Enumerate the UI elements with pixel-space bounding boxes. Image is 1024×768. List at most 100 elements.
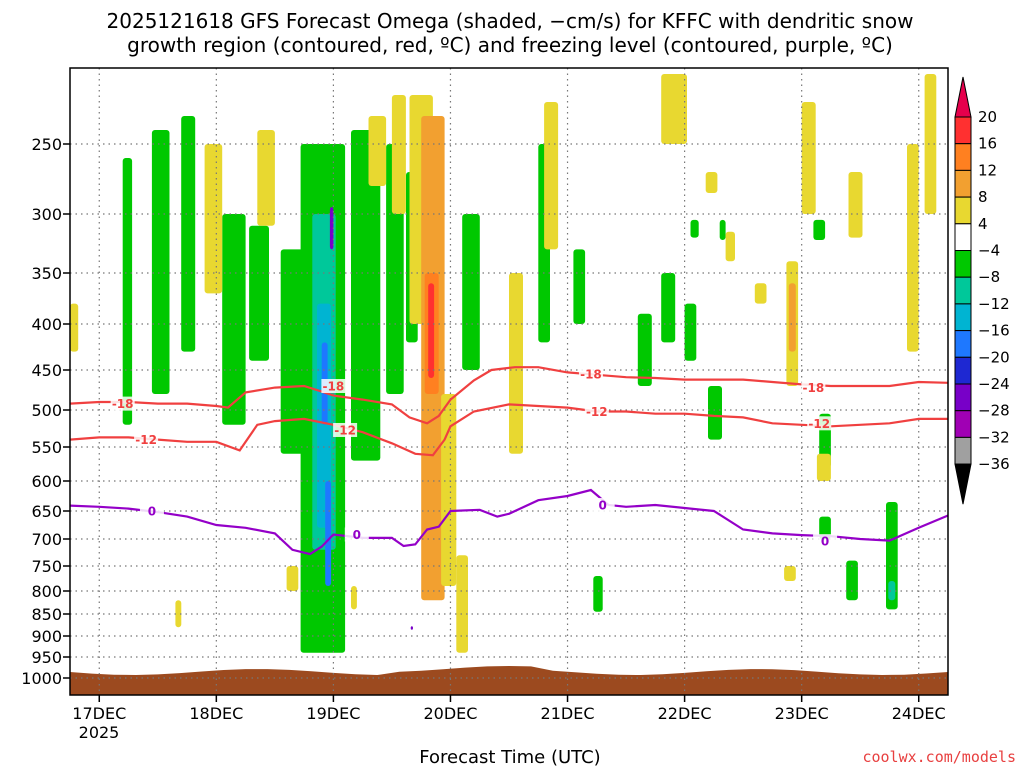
omega-shading <box>70 74 937 653</box>
colorbar-swatch-7 <box>954 276 972 305</box>
colorbar-label: −16 <box>978 322 1010 340</box>
omega-cell-54 <box>907 144 919 352</box>
colorbar-swatch-1 <box>954 116 972 145</box>
contour-label-bg <box>590 498 615 512</box>
contour-label--12: -12 <box>135 433 157 447</box>
omega-cell-48 <box>801 102 816 214</box>
y-tick-label-1000: 1000 <box>21 669 62 688</box>
colorbar-swatch-12 <box>954 410 972 438</box>
omega-cell-59 <box>410 626 413 630</box>
y-tick-label-250: 250 <box>31 135 62 154</box>
x-axis: 17DEC 18DEC 19DEC 20DEC 21DEC 22DEC 23DEC 24DEC <box>72 695 946 723</box>
contour-label-0: 0 <box>353 528 361 542</box>
omega-cell-24 <box>813 219 826 240</box>
omega-cell-23 <box>719 219 726 240</box>
y-axis: 250 300 350 400 450 500 550 600 650 700 750 800 850 9… <box>21 135 70 688</box>
colorbar-label: −32 <box>978 428 1010 446</box>
colorbar-swatch-13 <box>954 436 972 465</box>
chart-title-line-1: 2025121618 GFS Forecast Omega (shaded, −… <box>107 9 914 33</box>
omega-cell-12 <box>351 130 381 461</box>
colorbar-label: 16 <box>978 135 997 153</box>
omega-cell-56 <box>175 600 182 628</box>
colorbar-label: 12 <box>978 161 997 179</box>
contour-label-bg <box>578 367 603 381</box>
omega-cell-10 <box>325 481 332 586</box>
omega-cell-26 <box>819 516 831 539</box>
contour-label--18: -18 <box>580 368 602 382</box>
colorbar-swatch-5 <box>954 223 972 252</box>
y-tick-label-900: 900 <box>31 627 62 646</box>
omega-cell-44 <box>661 74 687 144</box>
y-tick-label-400: 400 <box>31 315 62 334</box>
contour--12 <box>69 403 948 457</box>
omega-cell-35 <box>391 95 406 214</box>
omega-cell-31 <box>70 303 79 352</box>
colorbar-label: 20 <box>978 108 997 126</box>
omega-cell-32 <box>204 144 223 294</box>
omega-cell-0 <box>122 158 133 425</box>
x-tick-label-17DEC: 17DEC <box>72 704 126 723</box>
omega-cell-4 <box>249 225 269 361</box>
omega-cell-18 <box>661 273 676 343</box>
contour-label-bg <box>139 504 164 518</box>
y-tick-label-350: 350 <box>31 264 62 283</box>
omega-cell-50 <box>788 283 796 352</box>
y-tick-label-500: 500 <box>31 401 62 420</box>
contour-0 <box>69 488 949 556</box>
contour-label--12: -12 <box>334 423 356 437</box>
contour-label-bg <box>321 379 346 393</box>
y-tick-label-550: 550 <box>31 438 62 457</box>
x-tick-label-22DEC: 22DEC <box>658 704 712 723</box>
contour-label--18: -18 <box>112 397 134 411</box>
contour-label-bg <box>344 527 369 542</box>
x-tick-label-21DEC: 21DEC <box>541 704 595 723</box>
omega-cell-47 <box>754 283 767 304</box>
omega-cell-27 <box>846 560 858 601</box>
contour--18 <box>69 366 949 425</box>
colorbar-label: 4 <box>978 215 988 233</box>
omega-cell-3 <box>222 214 246 425</box>
contour-label-0: 0 <box>148 505 156 519</box>
omega-cell-21 <box>708 386 722 440</box>
y-tick-label-650: 650 <box>31 502 62 521</box>
omega-cell-39 <box>428 283 435 378</box>
contour-label--12: -12 <box>586 405 608 419</box>
contour-label-bg <box>333 422 358 437</box>
contour-label-bg <box>134 432 159 447</box>
omega-cell-43 <box>544 102 559 250</box>
colorbar-bottom-arrow <box>954 463 972 505</box>
omega-cell-2 <box>181 116 196 352</box>
omega-cell-29 <box>888 581 896 601</box>
colorbar-top-arrow <box>954 76 972 118</box>
colorbar-label: −36 <box>978 455 1010 473</box>
x-year-label: 2025 <box>79 723 120 742</box>
omega-cell-41 <box>456 555 468 653</box>
x-tick-label-23DEC: 23DEC <box>775 704 829 723</box>
contour-label-bg <box>813 534 838 549</box>
contour-label-bg <box>801 380 826 395</box>
omega-cell-55 <box>924 74 937 214</box>
x-tick-label-20DEC: 20DEC <box>423 704 477 723</box>
plot-frame <box>69 67 949 696</box>
omega-cell-5 <box>280 249 305 454</box>
omega-cell-57 <box>286 566 299 591</box>
ground-area <box>70 666 948 695</box>
contour-label-bg <box>110 396 135 411</box>
omega-cell-58 <box>351 586 357 610</box>
omega-cell-46 <box>725 231 735 262</box>
x-tick-label-24DEC: 24DEC <box>892 704 946 723</box>
colorbar-label: 8 <box>978 188 988 206</box>
colorbar-swatch-10 <box>954 356 972 385</box>
ground-fill <box>70 666 948 695</box>
y-tick-label-600: 600 <box>31 472 62 491</box>
grid-lines <box>70 68 948 695</box>
y-tick-label-450: 450 <box>31 361 62 380</box>
colorbar-label: −28 <box>978 402 1010 420</box>
colorbar-label: −24 <box>978 375 1010 393</box>
y-tick-label-300: 300 <box>31 205 62 224</box>
colorbar-swatch-6 <box>954 250 972 278</box>
contour-label-0: 0 <box>821 535 829 549</box>
omega-cell-52 <box>784 566 796 581</box>
omega-cell-22 <box>690 219 699 238</box>
